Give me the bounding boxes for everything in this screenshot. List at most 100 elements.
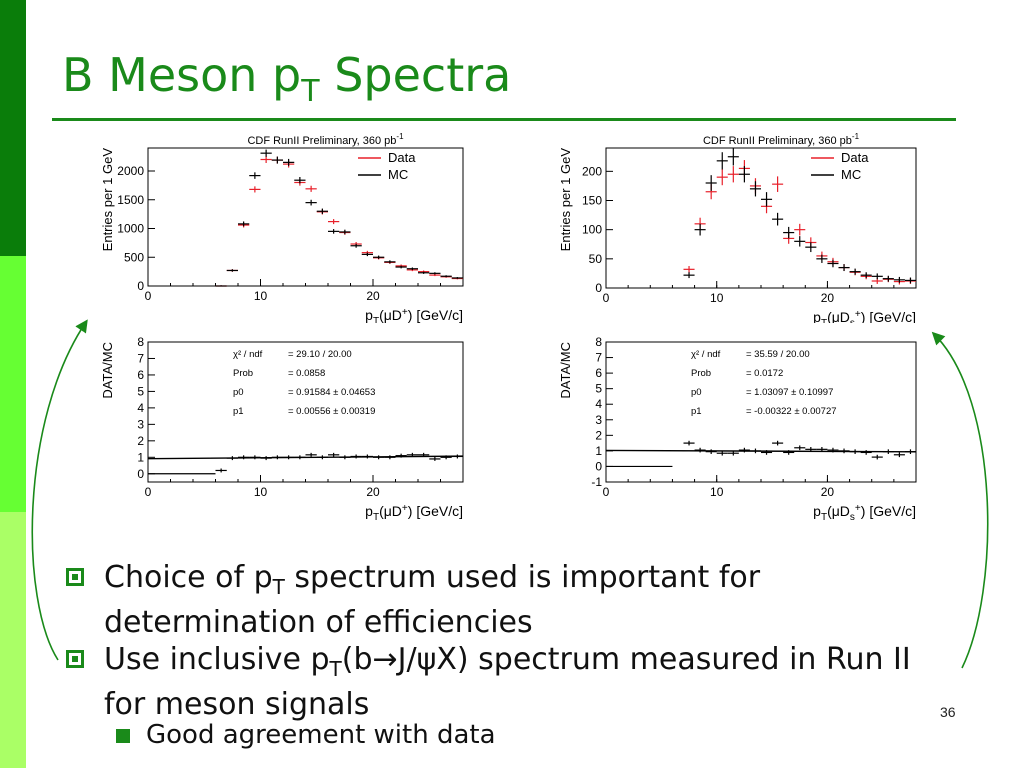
y-tick-label: 1500 — [117, 193, 144, 207]
square-bullet-icon — [116, 729, 130, 743]
bullet-1-sub: T — [272, 575, 285, 599]
bullet-2-pre: Use inclusive p — [104, 642, 330, 677]
stats-value: = 0.0858 — [288, 368, 325, 379]
y-axis-label: DATA/MC — [558, 342, 573, 399]
y-tick-label: 1 — [595, 444, 602, 458]
slide-title: B Meson pT Spectra — [62, 48, 511, 109]
bullet-1-post: spectrum used is important for determina… — [104, 560, 761, 640]
stats-key: p1 — [691, 406, 702, 417]
x-axis-label: pT(μD+) [GeV/c] — [365, 503, 463, 520]
x-axis-label: pT(μDs+) [GeV/c] — [813, 503, 916, 520]
chart-title: CDF RunII Preliminary, 360 pb-1 — [703, 132, 860, 147]
y-tick-label: 7 — [137, 351, 144, 365]
y-tick-label: 4 — [137, 401, 144, 415]
y-tick-label: 1 — [137, 450, 144, 464]
bullet-1-pre: Choice of p — [104, 560, 273, 595]
x-tick-label: 10 — [254, 289, 268, 303]
stats-key: χ² / ndf — [691, 349, 721, 360]
y-tick-label: 100 — [582, 223, 602, 237]
x-axis-label: pT(μD+) [GeV/c] — [365, 307, 463, 323]
x-tick-label: 20 — [821, 485, 835, 499]
y-tick-label: 5 — [137, 384, 144, 398]
y-tick-label: 4 — [595, 397, 602, 411]
ratio-plot-ds: 0 10 20 -1 0 1 2 3 4 5 6 7 8 DATA/MC pT(μDs+) [GeV/c] χ… — [548, 330, 933, 520]
y-tick-label: 6 — [137, 368, 144, 382]
legend-label: MC — [388, 167, 408, 182]
y-axis-label: Entries per 1 GeV — [100, 148, 115, 252]
fit-line — [147, 455, 464, 460]
x-tick-label: 20 — [366, 485, 380, 499]
spectrum-plot-d: 0 10 20 0 500 1000 1500 2000 Entries per 1 GeV pT… — [90, 128, 475, 323]
stats-key: Prob — [233, 368, 253, 379]
y-tick-label: 3 — [595, 413, 602, 427]
stats-value: = 1.03097 ± 0.10997 — [746, 387, 833, 398]
x-axis-label: pT(μDs+) [GeV/c] — [813, 309, 916, 323]
y-tick-label: -1 — [591, 475, 602, 489]
legend-label: Data — [841, 150, 869, 165]
ratio-plot-d: 0 10 20 0 1 2 3 4 5 6 7 8 DATA/MC pT(μD+) [GeV/c] χ² /… — [90, 330, 475, 520]
y-tick-label: 0 — [137, 467, 144, 481]
bullet-2-post: (b→J/ψX) spectrum measured in Run II for… — [104, 642, 911, 722]
x-tick-label: 20 — [821, 291, 835, 305]
x-tick-label: 10 — [254, 485, 268, 499]
y-tick-label: 8 — [137, 335, 144, 349]
y-tick-label: 50 — [589, 252, 603, 266]
y-tick-label: 2 — [137, 434, 144, 448]
bullet-inclusive: Use inclusive pT(b→J/ψX) spectrum measur… — [66, 642, 946, 722]
sub-bullet-text: Good agreement with data — [146, 720, 496, 750]
stats-value: = -0.00322 ± 0.00727 — [746, 406, 837, 417]
x-tick-label: 0 — [603, 485, 610, 499]
left-arrow — [31, 319, 88, 661]
chart-title: CDF RunII Preliminary, 360 pb-1 — [247, 132, 404, 147]
y-tick-label: 8 — [595, 335, 602, 349]
y-tick-label: 150 — [582, 194, 602, 208]
bullet-2-sub: T — [329, 657, 342, 681]
y-tick-label: 0 — [595, 459, 602, 473]
stats-value: = 35.59 / 20.00 — [746, 349, 810, 360]
x-tick-label: 0 — [145, 485, 152, 499]
y-tick-label: 5 — [595, 382, 602, 396]
right-arrow — [931, 331, 989, 669]
page-number: 36 — [940, 704, 956, 720]
stats-key: p0 — [691, 387, 702, 398]
title-subscript: T — [301, 74, 320, 110]
y-tick-label: 0 — [137, 279, 144, 293]
bullet-efficiency: Choice of pT spectrum used is important … — [66, 560, 906, 640]
y-tick-label: 200 — [582, 164, 602, 178]
y-tick-label: 2 — [595, 428, 602, 442]
x-tick-label: 0 — [145, 289, 152, 303]
x-tick-label: 10 — [710, 291, 724, 305]
y-tick-label: 500 — [124, 250, 144, 264]
x-tick-label: 10 — [710, 485, 724, 499]
x-tick-label: 20 — [366, 289, 380, 303]
stats-value: = 0.0172 — [746, 368, 783, 379]
bullet-box-icon — [66, 568, 84, 586]
stats-value: = 0.00556 ± 0.00319 — [288, 406, 375, 417]
stats-key: χ² / ndf — [233, 349, 263, 360]
stats-key: p1 — [233, 406, 244, 417]
sub-bullet: Good agreement with data — [116, 720, 496, 750]
y-tick-label: 6 — [595, 366, 602, 380]
title-main: B Meson p — [62, 48, 302, 102]
stats-value: = 0.91584 ± 0.04653 — [288, 387, 375, 398]
y-tick-label: 7 — [595, 351, 602, 365]
x-tick-label: 0 — [603, 291, 610, 305]
y-axis-label: DATA/MC — [100, 342, 115, 399]
title-rest: Spectra — [319, 48, 512, 102]
sidebar-stripe-light — [0, 512, 26, 768]
y-tick-label: 0 — [595, 281, 602, 295]
y-axis-label: Entries per 1 GeV — [558, 148, 573, 252]
sidebar-stripe-dark — [0, 0, 26, 256]
y-tick-label: 1000 — [117, 222, 144, 236]
legend-label: Data — [388, 150, 416, 165]
title-rule — [52, 118, 956, 121]
y-tick-label: 3 — [137, 417, 144, 431]
bullet-box-icon — [66, 650, 84, 668]
stats-key: p0 — [233, 387, 244, 398]
stats-value: = 29.10 / 20.00 — [288, 349, 352, 360]
legend-label: MC — [841, 167, 861, 182]
y-tick-label: 2000 — [117, 164, 144, 178]
stats-key: Prob — [691, 368, 711, 379]
